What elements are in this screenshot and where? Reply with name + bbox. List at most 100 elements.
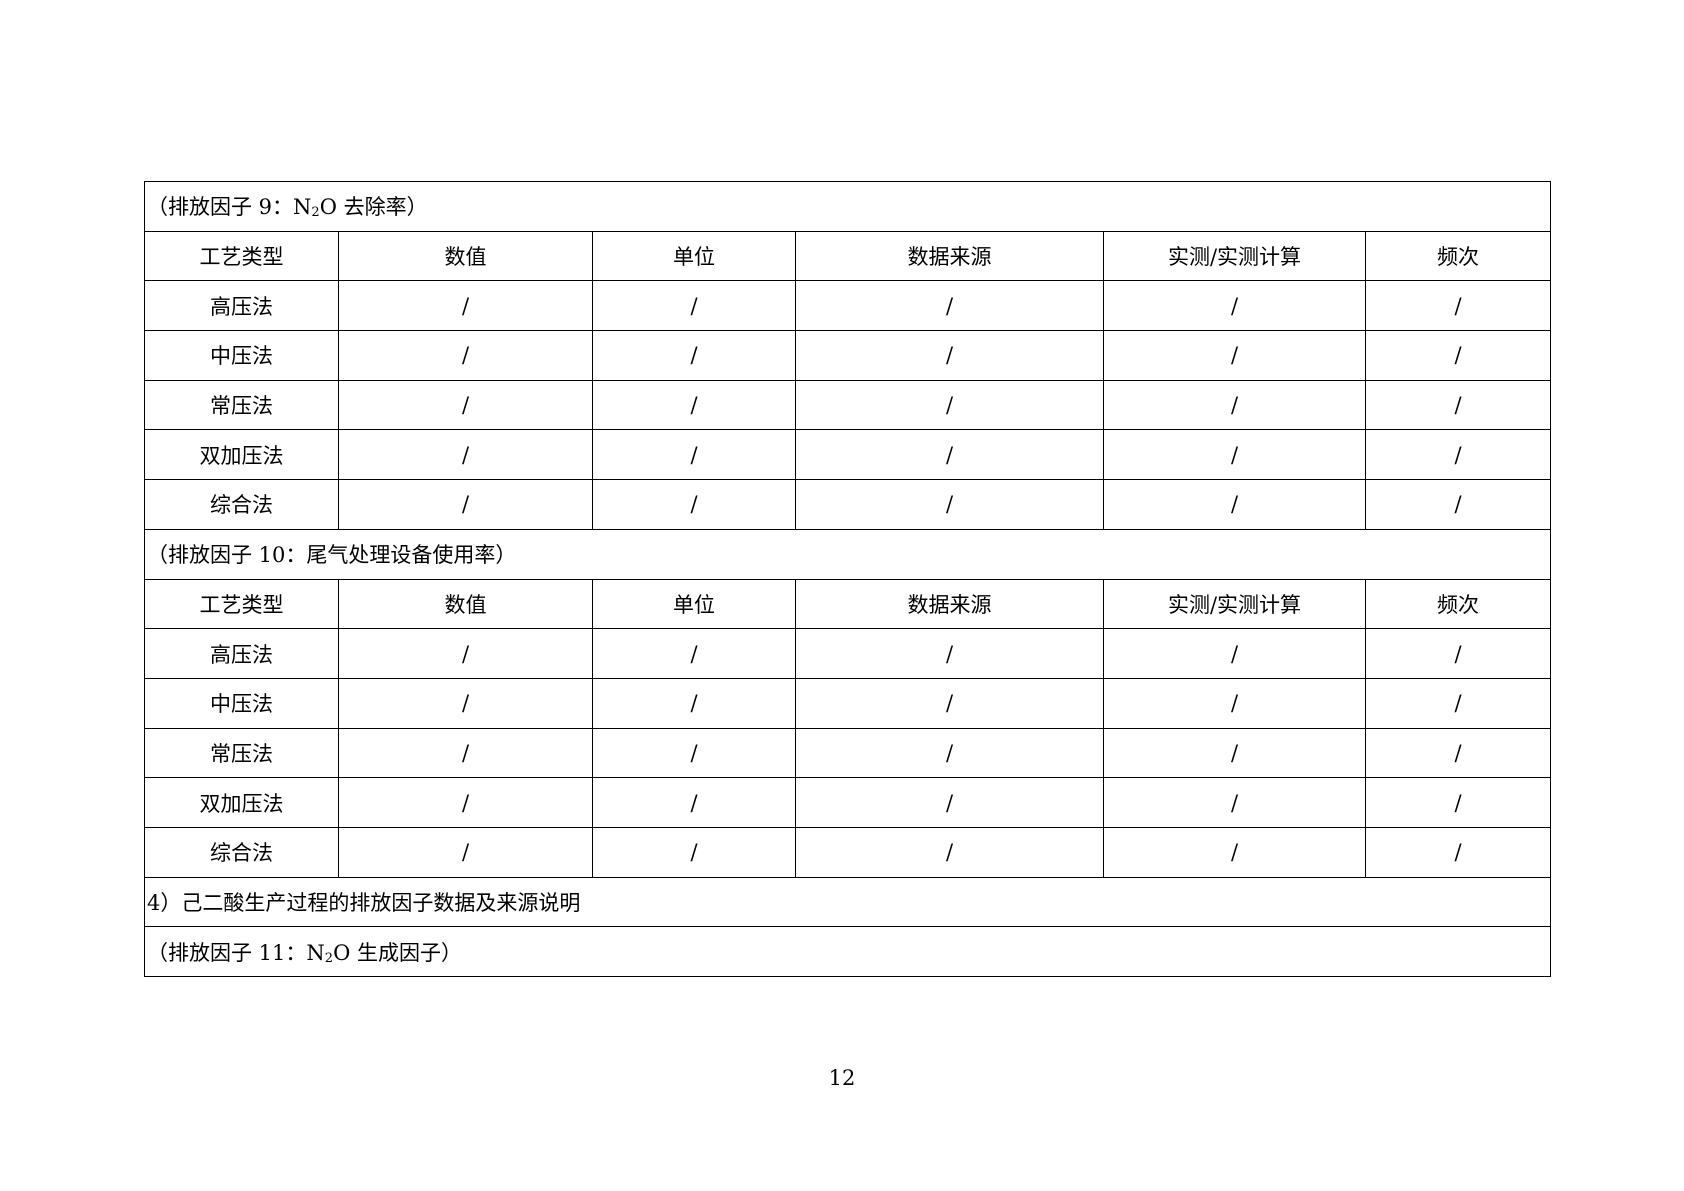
value-cell: / [1103,379,1366,431]
table-header-row: 工艺类型 数值 单位 数据来源 实测/实测计算 频次 [144,230,1552,282]
value-cell: / [795,330,1104,381]
column-header: 单位 [592,230,796,282]
value-cell: / [1364,826,1552,878]
table-row: 常压法 / / / / / [144,727,1552,779]
process-type-cell: 高压法 [144,280,339,332]
value-cell: / [1364,330,1552,381]
value-cell: / [338,379,593,431]
value-cell: / [592,628,796,679]
value-cell: / [795,727,1104,779]
column-header: 频次 [1364,230,1552,282]
process-type-cell: 高压法 [144,628,339,679]
value-cell: / [592,479,796,530]
table-row: 高压法 / / / / / [144,628,1552,679]
section-title-row: （排放因子 11：N2O 生成因子） [143,926,1552,977]
value-cell: / [1103,777,1366,828]
emission-factor-table: （排放因子 9：N2O 去除率） 工艺类型 数值 单位 数据来源 实测/实测计算 频次 高压… [143,181,1552,977]
table-row: 高压法 / / / / / [144,280,1552,332]
column-header: 工艺类型 [144,230,339,282]
value-cell: / [1364,280,1552,332]
subscript: 2 [311,205,320,221]
value-cell: / [338,479,593,530]
column-header: 频次 [1364,578,1552,630]
value-cell: / [1103,330,1366,381]
value-cell: / [795,280,1104,332]
value-cell: / [1364,379,1552,431]
section-title-row: （排放因子 9：N2O 去除率） [143,181,1552,232]
process-type-cell: 双加压法 [144,777,339,828]
factor-9-title: （排放因子 9：N2O 去除率） [143,181,1552,232]
column-header: 数值 [338,578,593,630]
value-cell: / [338,727,593,779]
value-cell: / [338,677,593,729]
value-cell: / [338,429,593,481]
value-cell: / [1364,777,1552,828]
value-cell: / [592,330,796,381]
value-cell: / [1364,677,1552,729]
value-cell: / [795,479,1104,530]
table-row: 双加压法 / / / / / [144,429,1552,481]
table-row: 双加压法 / / / / / [144,777,1552,828]
value-cell: / [1103,429,1366,481]
heading-row: 4）己二酸生产过程的排放因子数据及来源说明 [143,876,1552,928]
column-header: 数据来源 [795,230,1104,282]
page-number: 12 [828,1066,856,1090]
value-cell: / [795,826,1104,878]
value-cell: / [1103,727,1366,779]
value-cell: / [338,330,593,381]
value-cell: / [795,777,1104,828]
table-row: 常压法 / / / / / [144,379,1552,431]
table-header-row: 工艺类型 数值 单位 数据来源 实测/实测计算 频次 [144,578,1552,630]
value-cell: / [795,429,1104,481]
title-text: O 去除率） [319,195,428,220]
value-cell: / [795,628,1104,679]
column-header: 工艺类型 [144,578,339,630]
process-type-cell: 常压法 [144,727,339,779]
process-type-cell: 常压法 [144,379,339,431]
value-cell: / [592,379,796,431]
value-cell: / [338,280,593,332]
factor-title: （排放因子 10：尾气处理设备使用率） [143,528,1552,580]
column-header: 单位 [592,578,796,630]
column-header: 实测/实测计算 [1103,230,1366,282]
table-row: 综合法 / / / / / [144,826,1552,878]
table-row: 综合法 / / / / / [144,479,1552,530]
value-cell: / [592,677,796,729]
value-cell: / [592,777,796,828]
title-text: （排放因子 9：N [147,195,312,220]
column-header: 数值 [338,230,593,282]
value-cell: / [1103,479,1366,530]
value-cell: / [1364,727,1552,779]
process-type-cell: 双加压法 [144,429,339,481]
value-cell: / [338,628,593,679]
column-header: 数据来源 [795,578,1104,630]
table-row: 中压法 / / / / / [144,330,1552,381]
value-cell: / [592,826,796,878]
factor-11-title: （排放因子 11：N2O 生成因子） [143,926,1552,977]
value-cell: / [338,777,593,828]
subscript: 2 [324,950,334,966]
value-cell: / [795,379,1104,431]
process-type-cell: 中压法 [144,330,339,381]
value-cell: / [592,280,796,332]
table-row: 中压法 / / / / / [144,677,1552,729]
value-cell: / [592,727,796,779]
process-type-cell: 中压法 [144,677,339,729]
value-cell: / [1103,280,1366,332]
process-type-cell: 综合法 [144,826,339,878]
process-type-cell: 综合法 [144,479,339,530]
value-cell: / [1103,628,1366,679]
column-header: 实测/实测计算 [1103,578,1366,630]
value-cell: / [795,677,1104,729]
title-text: O 生成因子） [333,940,462,965]
value-cell: / [1103,677,1366,729]
title-text: （排放因子 11：N [147,940,325,965]
value-cell: / [338,826,593,878]
section-title-row: （排放因子 10：尾气处理设备使用率） [143,528,1552,580]
value-cell: / [592,429,796,481]
value-cell: / [1364,479,1552,530]
value-cell: / [1103,826,1366,878]
section-heading: 4）己二酸生产过程的排放因子数据及来源说明 [143,876,1552,928]
value-cell: / [1364,429,1552,481]
value-cell: / [1364,628,1552,679]
